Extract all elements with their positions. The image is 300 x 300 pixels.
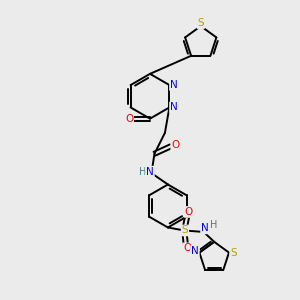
Text: H: H (140, 167, 147, 177)
Text: N: N (191, 246, 199, 256)
Text: N: N (170, 102, 178, 112)
Text: O: O (185, 207, 193, 217)
Text: S: S (230, 248, 237, 258)
Text: N: N (146, 167, 154, 177)
Text: N: N (201, 224, 209, 233)
Text: O: O (183, 243, 191, 254)
Text: N: N (170, 80, 178, 90)
Text: O: O (171, 140, 179, 150)
Text: S: S (182, 226, 188, 236)
Text: O: O (125, 114, 133, 124)
Text: S: S (197, 18, 204, 28)
Text: H: H (210, 220, 217, 230)
